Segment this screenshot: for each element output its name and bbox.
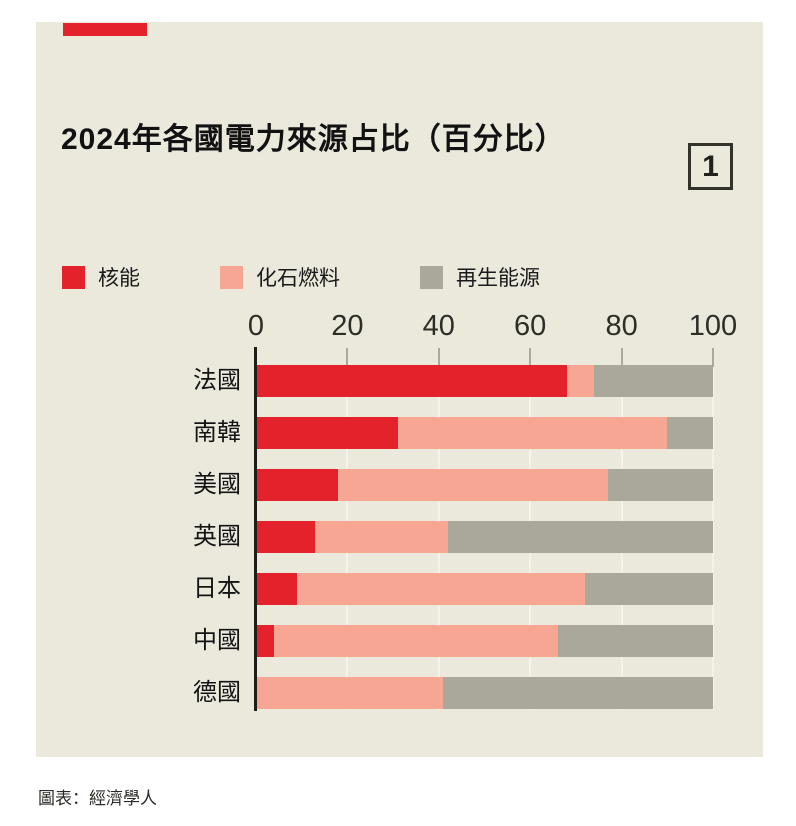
legend-swatch-icon <box>420 265 443 289</box>
bar-segment-核能 <box>256 417 398 449</box>
axis-tick <box>346 348 349 367</box>
bar-segment-再生能源 <box>443 677 713 709</box>
category-label: 英國 <box>193 523 241 550</box>
bar-row <box>256 625 713 657</box>
x-axis-tick-label: 20 <box>331 310 364 342</box>
legend: 核能 化石燃料 再生能源 <box>36 262 763 290</box>
gridline <box>712 348 714 710</box>
legend-label: 化石燃料 <box>256 267 340 290</box>
x-axis-tick-label: 60 <box>514 310 547 342</box>
bar-segment-核能 <box>256 573 298 605</box>
bar-segment-核能 <box>256 521 316 553</box>
source-credit: 圖表：經濟學人 <box>38 789 157 808</box>
legend-item: 再生能源 <box>420 262 540 292</box>
bar-segment-再生能源 <box>447 521 713 553</box>
category-label: 美國 <box>193 471 241 498</box>
chart-area: 0 20 40 60 80 100 法國南韓美國英國日本中國德國 <box>36 22 763 757</box>
x-axis-tick-label: 100 <box>688 310 738 342</box>
bar-row <box>256 521 713 553</box>
economist-red-tab <box>63 23 147 36</box>
category-label: 中國 <box>193 627 241 654</box>
bar-segment-化石燃料 <box>256 677 444 709</box>
category-label: 南韓 <box>193 419 241 446</box>
bar-row <box>256 417 713 449</box>
bar-segment-核能 <box>256 469 339 501</box>
bar-segment-核能 <box>256 625 275 657</box>
bar-segment-化石燃料 <box>397 417 668 449</box>
bar-row <box>256 573 713 605</box>
bar-segment-再生能源 <box>594 365 713 397</box>
category-label: 德國 <box>193 679 241 706</box>
bar-segment-化石燃料 <box>274 625 558 657</box>
chart-title: 2024年各國電力來源占比（百分比） <box>61 123 566 156</box>
chart-card: 2024年各國電力來源占比（百分比） 1 核能 化石燃料 再生能源 0 20 40 60 8… <box>36 22 763 757</box>
bar-row <box>256 677 713 709</box>
bar-segment-化石燃料 <box>315 521 448 553</box>
legend-label: 再生能源 <box>456 267 540 290</box>
axis-tick <box>529 348 532 367</box>
bar-segment-核能 <box>256 365 567 397</box>
x-axis-tick-label: 80 <box>605 310 638 342</box>
bar-segment-再生能源 <box>667 417 713 449</box>
axis-tick <box>437 348 440 367</box>
bar-segment-化石燃料 <box>297 573 586 605</box>
axis-tick <box>620 348 623 367</box>
x-axis-tick-label: 40 <box>422 310 455 342</box>
legend-item: 核能 <box>62 262 140 292</box>
legend-item: 化石燃料 <box>220 262 340 292</box>
bar-segment-化石燃料 <box>338 469 608 501</box>
category-label: 日本 <box>193 575 241 602</box>
bar-segment-再生能源 <box>607 469 713 501</box>
bar-segment-再生能源 <box>557 625 713 657</box>
legend-swatch-icon <box>62 265 85 289</box>
legend-swatch-icon <box>220 265 243 289</box>
axis-tick <box>712 348 714 367</box>
figure-number: 1 <box>702 149 719 183</box>
figure-number-badge: 1 <box>688 143 733 190</box>
legend-label: 核能 <box>98 267 140 290</box>
bar-row <box>256 469 713 501</box>
bar-segment-再生能源 <box>585 573 713 605</box>
bar-row <box>256 365 713 397</box>
bar-segment-化石燃料 <box>566 365 595 397</box>
y-axis-line <box>254 347 257 711</box>
x-axis-tick-label: 0 <box>247 310 265 342</box>
category-label: 法國 <box>193 367 241 394</box>
